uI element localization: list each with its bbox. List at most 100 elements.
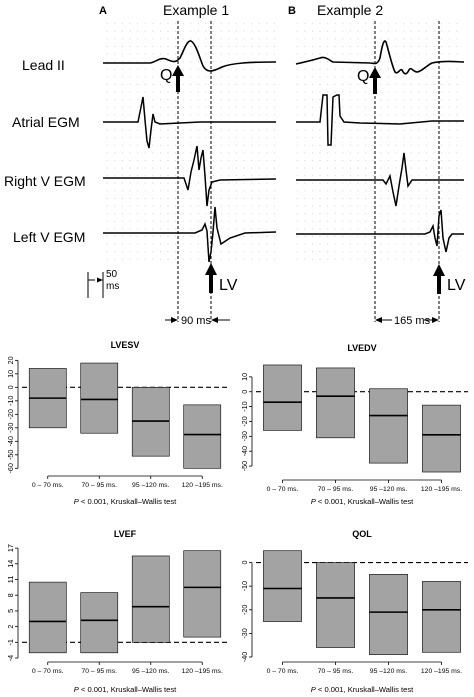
scale-value: 50 xyxy=(106,269,118,280)
qol-title: QOL xyxy=(352,529,372,539)
q-label-b: Q xyxy=(357,68,369,85)
qol-footnote: P < 0.001, Kruskall–Wallis test xyxy=(311,685,414,694)
lvef-y-tick-label: 8 xyxy=(6,593,15,597)
q-label-a: Q xyxy=(160,67,172,84)
scale-bar-50ms: 50 ms xyxy=(87,269,119,298)
label-lead-ii: Lead II xyxy=(22,57,65,73)
lvesv-y-tick-label: -40 xyxy=(6,436,15,446)
qol-y-tick-label: 0 xyxy=(240,561,249,565)
lvef-y-tick-label: -1 xyxy=(6,639,15,645)
trace-left-v-egm-a xyxy=(103,206,277,263)
qol-box xyxy=(422,581,461,653)
interval-b: 165 ms xyxy=(375,315,439,327)
lv-arrow-b xyxy=(433,264,445,294)
panel-b-title: Example 2 xyxy=(317,2,383,18)
lvesv-y-tick-label: -10 xyxy=(6,396,15,406)
lvesv-y-tick-label: -20 xyxy=(6,409,15,419)
lvef-box xyxy=(80,592,119,654)
lvedv-box xyxy=(263,364,302,431)
lvesv-y-tick-label: 20 xyxy=(6,356,15,364)
lvedv-y-tick-label: 10 xyxy=(240,373,249,381)
lvedv-x-tick-label: 95 –120 ms. xyxy=(370,486,408,493)
qol-y-tick-label: -40 xyxy=(240,652,249,662)
lvedv-title: LVEDV xyxy=(347,343,376,353)
lvesv-x-tick-label: 0 – 70 ms. xyxy=(32,482,64,489)
lvef-x-tick-label: 120 –195 ms. xyxy=(182,668,223,675)
label-left-v-egm: Left V EGM xyxy=(13,229,85,245)
grid-panel-b xyxy=(296,21,464,260)
qol-x-tick-label: 70 – 95 ms. xyxy=(318,668,354,675)
lvedv-y-tick-label: -40 xyxy=(240,446,249,456)
lvesv-y-tick-label: -30 xyxy=(6,423,15,433)
lvef-y-tick-label: 2 xyxy=(6,625,15,629)
lvef-y-tick-label: 5 xyxy=(6,609,15,613)
trace-right-v-egm-a xyxy=(103,145,277,207)
lvedv-y-tick-label: -30 xyxy=(240,431,249,441)
lvedv-x-tick-label: 120 –195 ms. xyxy=(421,486,462,493)
qol-box xyxy=(316,562,355,648)
egm-examples-figure: A Example 1 B Example 2 Lead II Atrial E… xyxy=(4,2,466,327)
lvef-x-tick-label: 70 – 95 ms. xyxy=(81,668,117,675)
lvedv-footnote: P < 0.001, Kruskall–Wallis test xyxy=(311,497,414,506)
lvedv-box xyxy=(369,388,408,464)
trace-right-v-egm-b xyxy=(296,152,464,207)
qol-y-tick-label: -20 xyxy=(240,605,249,615)
trace-lead-ii-a xyxy=(103,40,277,72)
qol-y-tick-label: -10 xyxy=(240,581,249,591)
lv-arrow-a xyxy=(205,263,217,293)
qol-x-tick-label: 120 –195 ms. xyxy=(421,668,462,675)
grid-panel-a xyxy=(103,21,276,260)
lvef-x-tick-label: 95 –120 ms. xyxy=(132,668,170,675)
lvesv-x-tick-label: 70 – 95 ms. xyxy=(81,482,117,489)
lvesv-x-tick-label: 95 –120 ms. xyxy=(132,482,170,489)
lvesv-box xyxy=(80,362,119,434)
lvedv-x-tick-label: 0 – 70 ms. xyxy=(267,486,299,493)
lvef-y-tick-label: 17 xyxy=(6,544,15,552)
lvef-title: LVEF xyxy=(114,529,137,539)
interval-a-label: 90 ms xyxy=(181,315,211,327)
lvesv-y-tick-label: 10 xyxy=(6,370,15,378)
trace-atrial-egm-b xyxy=(296,94,464,146)
scale-unit: ms xyxy=(106,281,119,292)
lvesv-y-tick-label: -60 xyxy=(6,463,15,473)
q-arrow-a xyxy=(172,65,184,92)
qol-x-tick-label: 0 – 70 ms. xyxy=(267,668,299,675)
interval-a: 90 ms xyxy=(165,315,230,327)
panel-a-title: Example 1 xyxy=(163,2,229,18)
lvesv-x-tick-label: 120 –195 ms. xyxy=(182,482,223,489)
lvef-box xyxy=(131,555,170,643)
qol-y-tick-label: -30 xyxy=(240,628,249,638)
lvef-y-tick-label: 14 xyxy=(6,560,15,568)
panel-b-letter: B xyxy=(288,5,296,17)
lvesv-y-tick-label: 0 xyxy=(6,385,15,389)
qol-box xyxy=(263,550,302,622)
interval-b-label: 165 ms xyxy=(394,315,431,327)
lvef-box xyxy=(183,550,222,638)
lvef-y-tick-label: 11 xyxy=(6,576,15,583)
lvef-x-tick-label: 0 – 70 ms. xyxy=(32,668,64,675)
lvesv-box xyxy=(183,404,222,469)
lvedv-box xyxy=(422,404,461,473)
lvedv-y-tick-label: -10 xyxy=(240,401,249,411)
lvesv-y-tick-label: -50 xyxy=(6,450,15,460)
label-right-v-egm: Right V EGM xyxy=(4,173,86,189)
trace-left-v-egm-b xyxy=(296,209,464,253)
lvesv-footnote: P < 0.001, Kruskall–Wallis test xyxy=(74,497,177,506)
lvedv-x-tick-label: 70 – 95 ms. xyxy=(318,486,354,493)
panel-a-letter: A xyxy=(99,5,107,17)
lvedv-y-tick-label: 0 xyxy=(240,390,249,394)
lvedv-y-tick-label: -20 xyxy=(240,416,249,426)
qol-box xyxy=(369,574,408,655)
trace-atrial-egm-a xyxy=(103,96,276,149)
q-arrow-b xyxy=(369,67,381,94)
lv-label-a: LV xyxy=(219,277,238,294)
trace-lead-ii-b xyxy=(295,40,465,75)
label-atrial-egm: Atrial EGM xyxy=(12,114,80,130)
lv-label-b: LV xyxy=(447,277,466,294)
lvef-footnote: P < 0.001, Kruskall–Wallis test xyxy=(74,685,177,694)
lvef-box xyxy=(28,581,67,654)
qol-x-tick-label: 95 –120 ms. xyxy=(370,668,408,675)
lvef-y-tick-label: -4 xyxy=(6,655,15,661)
lvesv-title: LVESV xyxy=(111,340,140,350)
